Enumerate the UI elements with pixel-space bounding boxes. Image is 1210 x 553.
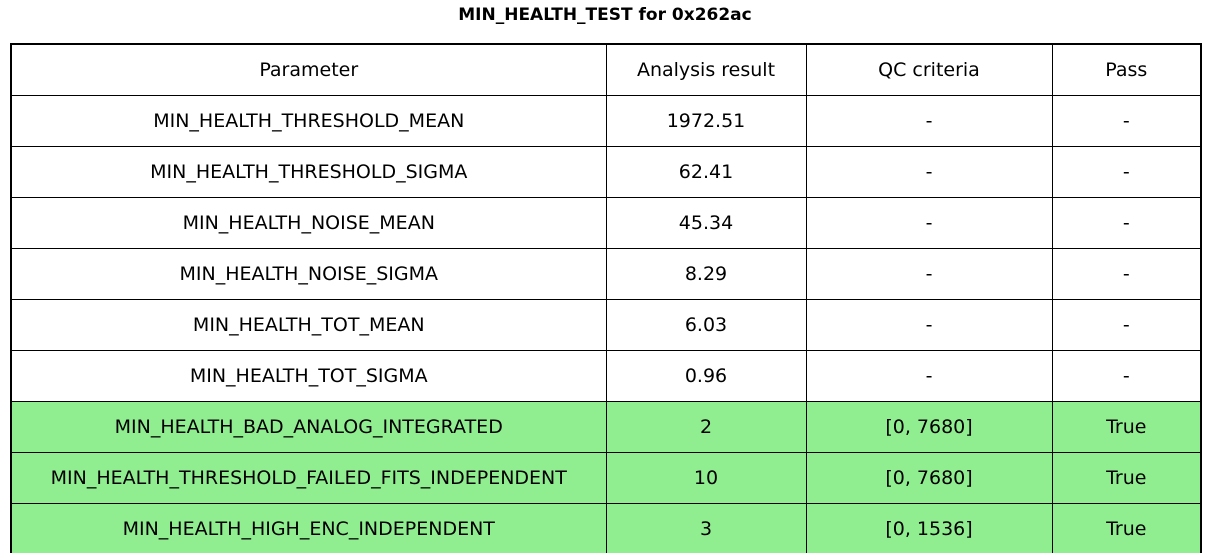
table-row-highlighted: MIN_HEALTH_BAD_ANALOG_INTEGRATED 2 [0, 7… [10,401,1202,453]
cell-pass: - [1051,95,1202,147]
column-header-pass: Pass [1051,43,1202,96]
cell-parameter: MIN_HEALTH_TOT_MEAN [10,299,607,351]
table-row: MIN_HEALTH_NOISE_SIGMA 8.29 - - [10,248,1202,300]
cell-parameter: MIN_HEALTH_THRESHOLD_MEAN [10,95,607,147]
cell-pass: - [1051,197,1202,249]
table-row: MIN_HEALTH_TOT_SIGMA 0.96 - - [10,350,1202,402]
cell-parameter: MIN_HEALTH_THRESHOLD_FAILED_FITS_INDEPEN… [10,452,607,504]
cell-parameter: MIN_HEALTH_TOT_SIGMA [10,350,607,402]
cell-analysis-result: 0.96 [605,350,807,402]
table-header-row: Parameter Analysis result QC criteria Pa… [10,43,1202,96]
table-row-highlighted: MIN_HEALTH_THRESHOLD_FAILED_FITS_INDEPEN… [10,452,1202,504]
cell-parameter: MIN_HEALTH_THRESHOLD_SIGMA [10,146,607,198]
cell-qc-criteria: - [805,95,1053,147]
cell-analysis-result: 10 [605,452,807,504]
cell-analysis-result: 1972.51 [605,95,807,147]
cell-qc-criteria: - [805,197,1053,249]
cell-parameter: MIN_HEALTH_NOISE_SIGMA [10,248,607,300]
cell-analysis-result: 6.03 [605,299,807,351]
cell-analysis-result: 8.29 [605,248,807,300]
cell-pass: - [1051,248,1202,300]
cell-parameter: MIN_HEALTH_NOISE_MEAN [10,197,607,249]
cell-analysis-result: 3 [605,503,807,553]
cell-pass: True [1051,452,1202,504]
cell-qc-criteria: [0, 1536] [805,503,1053,553]
cell-pass: - [1051,350,1202,402]
cell-parameter: MIN_HEALTH_BAD_ANALOG_INTEGRATED [10,401,607,453]
cell-qc-criteria: - [805,248,1053,300]
cell-qc-criteria: - [805,299,1053,351]
cell-parameter: MIN_HEALTH_HIGH_ENC_INDEPENDENT [10,503,607,553]
table-row: MIN_HEALTH_TOT_MEAN 6.03 - - [10,299,1202,351]
table-row: MIN_HEALTH_NOISE_MEAN 45.34 - - [10,197,1202,249]
table-row: MIN_HEALTH_THRESHOLD_SIGMA 62.41 - - [10,146,1202,198]
cell-pass: - [1051,146,1202,198]
column-header-analysis-result: Analysis result [605,43,807,96]
cell-analysis-result: 62.41 [605,146,807,198]
qc-results-table: Parameter Analysis result QC criteria Pa… [10,43,1202,553]
column-header-parameter: Parameter [10,43,607,96]
cell-analysis-result: 45.34 [605,197,807,249]
cell-qc-criteria: [0, 7680] [805,401,1053,453]
table-row: MIN_HEALTH_THRESHOLD_MEAN 1972.51 - - [10,95,1202,147]
table-row-highlighted: MIN_HEALTH_HIGH_ENC_INDEPENDENT 3 [0, 15… [10,503,1202,553]
cell-analysis-result: 2 [605,401,807,453]
cell-qc-criteria: - [805,146,1053,198]
cell-pass: True [1051,401,1202,453]
cell-pass: True [1051,503,1202,553]
page-title: MIN_HEALTH_TEST for 0x262ac [458,5,752,25]
column-header-qc-criteria: QC criteria [805,43,1053,96]
cell-qc-criteria: [0, 7680] [805,452,1053,504]
cell-qc-criteria: - [805,350,1053,402]
cell-pass: - [1051,299,1202,351]
